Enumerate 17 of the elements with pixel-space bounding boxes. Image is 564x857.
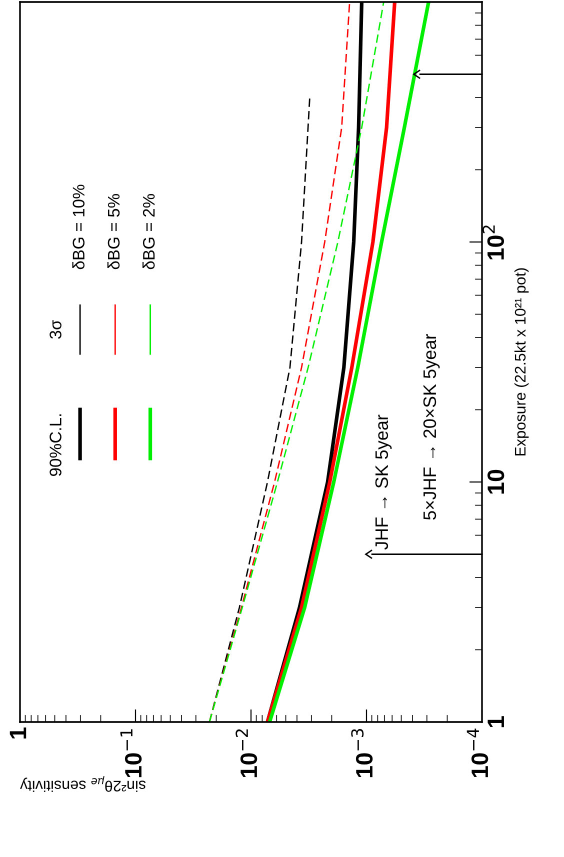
x-tick-label: 10$^{−1}$ xyxy=(120,729,142,778)
x-tick-label: 10$^{−3}$ xyxy=(351,729,373,778)
annotation: δBG = 10% xyxy=(72,184,85,270)
ref-line-label: JHF → SK 5year xyxy=(375,414,392,550)
x-tick-label: 10$^{−2}$ xyxy=(236,729,258,778)
x-tick-label: 10$^{−4}$ xyxy=(466,728,488,778)
x-tick-label: 1 xyxy=(10,728,26,739)
y-axis-title: Exposure (22.5kt x 10²¹ pot) xyxy=(514,268,529,456)
y-tick-label: 10 xyxy=(487,470,504,494)
annotation: 5×JHF → 20×SK 5year xyxy=(423,334,440,520)
y-tick-label: 1 xyxy=(488,716,504,728)
annotation: 90%C.L. xyxy=(50,414,62,476)
x-axis-title: sin²2θ$_{μe}$ sensitivity xyxy=(20,776,146,792)
annotation: δBG = 5% xyxy=(107,194,120,270)
annotation: 3σ xyxy=(50,320,62,339)
y-tick-label: 10$^{2}$ xyxy=(482,226,504,260)
annotation: δBG = 2% xyxy=(142,194,155,270)
